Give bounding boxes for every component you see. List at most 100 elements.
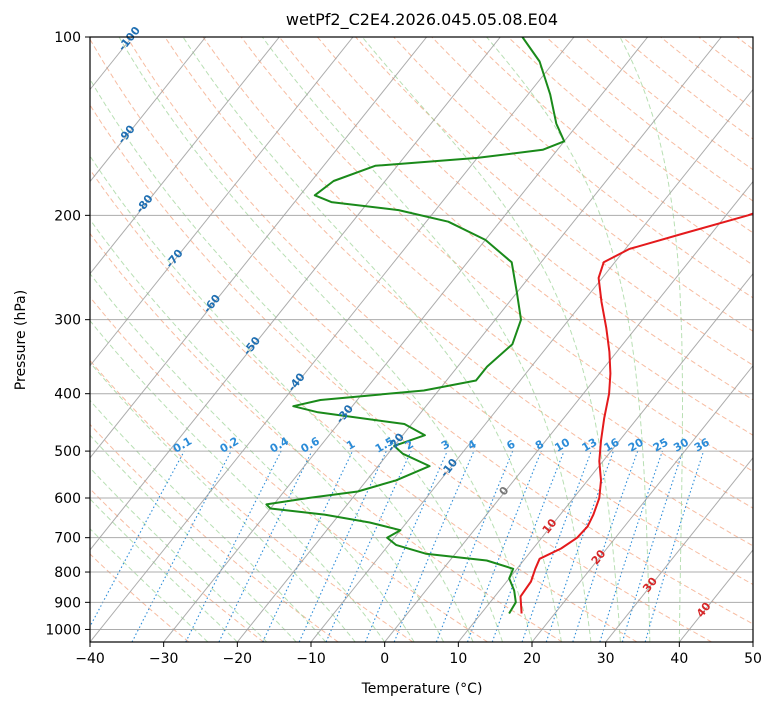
moist-adiabat [90, 319, 386, 642]
x-tick-label: 50 [744, 651, 762, 667]
dry-adiabat [90, 553, 190, 642]
mixing-ratio-label: 0.4 [268, 434, 292, 455]
moist-adiabat [90, 527, 209, 642]
dry-adiabat [393, 37, 753, 332]
mixing-ratio-label: 20 [626, 435, 646, 454]
y-tick-label: 900 [54, 595, 81, 611]
dry-adiabat [736, 37, 753, 50]
isotherm-line [163, 37, 649, 642]
dry-adiabat [698, 37, 753, 80]
isotherm-line [678, 549, 753, 642]
mixing-ratio-label: 30 [671, 435, 691, 454]
isotherm-line [90, 37, 354, 367]
line-labels: 0.1 0.2 0.4 0.6 1 1.5 2 3 4 6 8 10 13 16 20 25 30 36-100-… [115, 24, 714, 620]
isotherm-line [605, 457, 753, 642]
axis-ticks: −40 −30 −20 −10 0 10 20 30 40 5010020030040050060… [45, 30, 762, 667]
x-tick-label: −10 [296, 651, 326, 667]
y-tick-label: 400 [54, 387, 81, 403]
x-tick-label: 10 [449, 651, 467, 667]
moist-adiabat [90, 434, 297, 642]
x-tick-label: 30 [597, 651, 615, 667]
mixing-ratio-line [545, 450, 614, 642]
isotherm-line [236, 37, 722, 642]
mixing-ratio-line [572, 450, 639, 642]
isotherm-line [90, 37, 575, 642]
moist-adiabat [90, 78, 503, 642]
mixing-ratio-line [521, 450, 592, 642]
dry-adiabat [90, 423, 339, 642]
x-tick-label: 20 [523, 651, 541, 667]
mixing-ratio-label: 0.6 [298, 434, 322, 455]
dry-adiabat [90, 488, 264, 642]
isotherm-line [384, 180, 753, 642]
sounding-lines [265, 37, 753, 615]
mixing-ratio-label: 6 [504, 437, 517, 452]
moist-adiabat [90, 218, 445, 642]
moist-adiabat [361, 37, 621, 642]
mixing-ratio-label: 0.1 [171, 435, 194, 456]
dry-adiabat [240, 37, 753, 472]
dry-adiabat [90, 168, 638, 642]
plot-frame [89, 36, 754, 643]
dry-adiabat [469, 37, 753, 266]
y-axis-title: Pressure (hPa) [13, 290, 29, 390]
dry-adiabat [545, 37, 753, 202]
dry-adiabat [90, 38, 753, 625]
isotherm-line [90, 37, 207, 183]
mixing-ratio-line [466, 450, 542, 642]
mixing-ratio-line [185, 450, 282, 642]
mixing-ratio-line [491, 450, 565, 642]
dry-adiabat [90, 296, 488, 642]
moist-adiabat [118, 37, 533, 642]
mixing-ratio-line [262, 450, 353, 642]
chart-title: wetPf2_C2E4.2026.045.05.08.E04 [286, 10, 558, 30]
moist-adiabat [90, 155, 474, 642]
x-tick-label: −20 [223, 651, 253, 667]
dry-adiabat [90, 104, 712, 642]
isotherm-line [310, 88, 753, 642]
moist-adiabat [182, 37, 562, 642]
y-tick-label: 800 [54, 565, 81, 581]
dry-adiabat [431, 37, 753, 299]
dry-adiabat [278, 37, 753, 436]
x-tick-label: 0 [380, 651, 389, 667]
y-tick-label: 700 [54, 531, 81, 547]
moist-adiabat [261, 37, 592, 642]
mixing-ratio-line [435, 450, 514, 642]
dry-adiabat [90, 232, 563, 642]
mixing-ratio-label: 3 [439, 438, 452, 453]
x-tick-label: −40 [75, 651, 105, 667]
y-tick-label: 100 [54, 30, 81, 46]
isotherm-line [752, 641, 753, 642]
x-axis-title: Temperature (°C) [361, 681, 483, 697]
moist-adiabat [90, 467, 268, 642]
isotherm-line [90, 37, 428, 459]
mixing-ratio-line [325, 450, 412, 642]
x-tick-label: 40 [670, 651, 688, 667]
x-tick-label: −30 [149, 651, 179, 667]
mixing-ratio-line [90, 450, 185, 628]
y-tick-label: 600 [54, 491, 81, 507]
moist-adiabat [90, 399, 327, 642]
dewpoint-line [265, 37, 566, 615]
mixing-ratio-line [298, 450, 387, 642]
dry-adiabat [507, 37, 753, 234]
mixing-ratio-line [599, 450, 663, 642]
y-tick-label: 300 [54, 313, 81, 329]
moist-adiabat [90, 498, 238, 642]
mixing-ratio-label: 8 [533, 438, 546, 453]
y-tick-label: 500 [54, 444, 81, 460]
isotherm-line [531, 364, 753, 642]
moist-adiabat [486, 37, 651, 642]
mixing-ratio-line [218, 450, 313, 642]
mixing-ratio-label: 16 [602, 435, 622, 454]
y-tick-label: 1000 [45, 622, 81, 638]
dry-adiabat [164, 37, 753, 547]
isotherm-line [457, 272, 753, 642]
mixing-ratio-label: 13 [580, 436, 600, 455]
moist-adiabat [619, 37, 683, 642]
isotherm-line [90, 37, 280, 275]
y-tick-label: 200 [54, 208, 81, 224]
temperature-line [519, 212, 753, 614]
